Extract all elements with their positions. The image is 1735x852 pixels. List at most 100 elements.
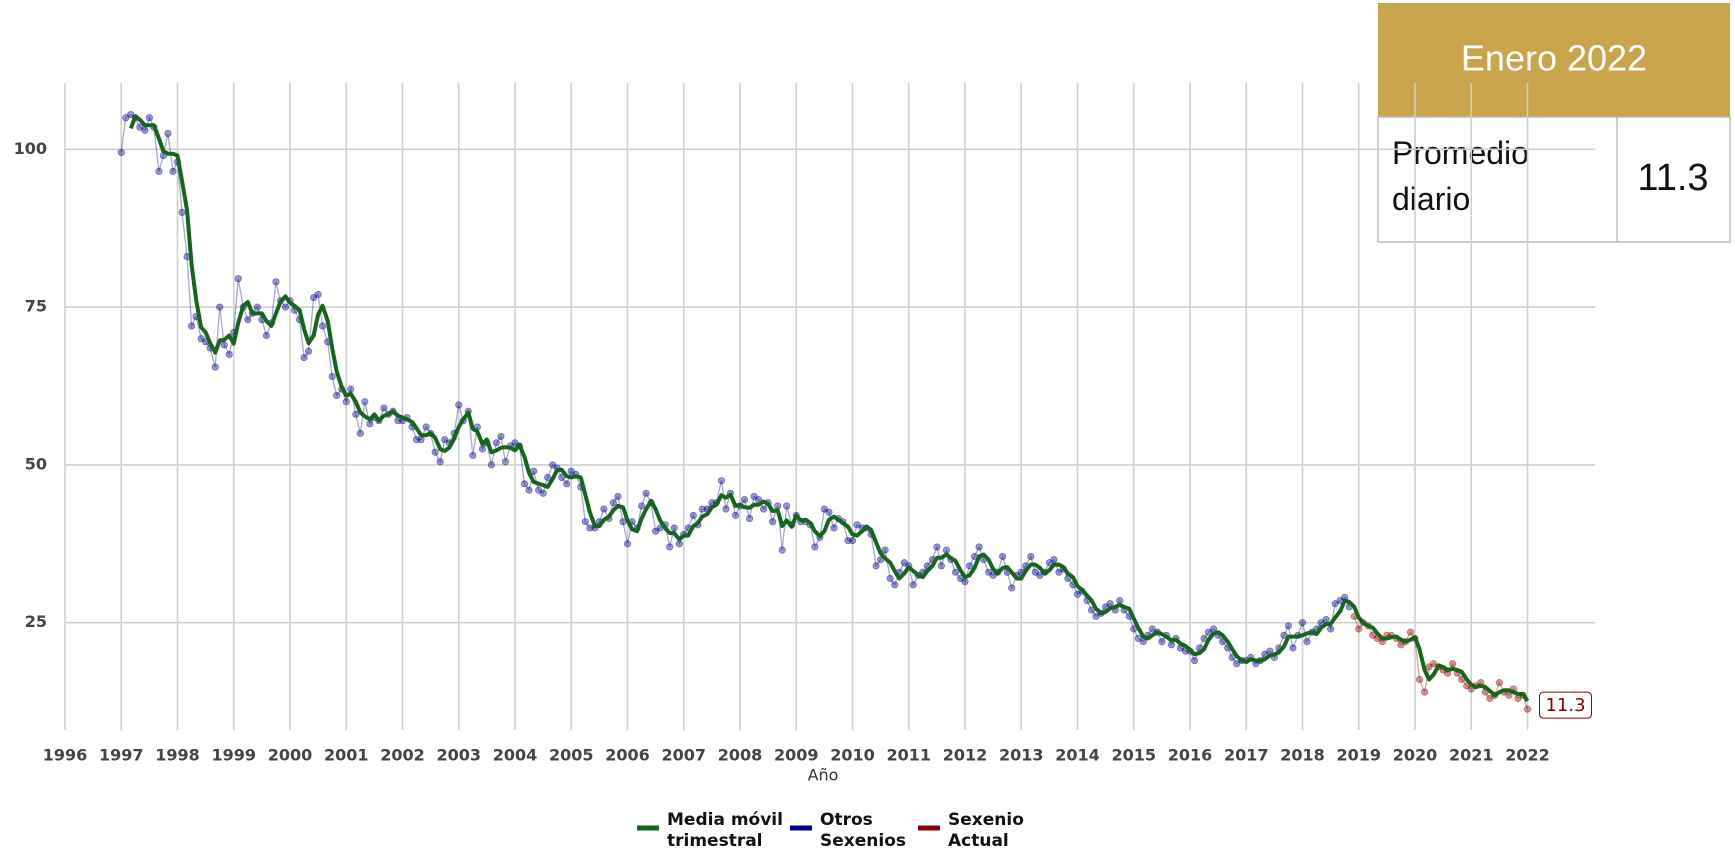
data-point [985, 568, 993, 576]
data-point [1204, 628, 1213, 636]
data-point [356, 429, 364, 437]
x-tick-label: 2015 [1111, 746, 1156, 765]
data-point [961, 578, 969, 586]
x-tick-label: 2004 [493, 746, 538, 765]
data-point [1073, 590, 1082, 598]
data-point [731, 511, 740, 519]
data-point [520, 480, 529, 488]
data-point [614, 492, 622, 501]
data-point [1327, 625, 1335, 633]
data-point [544, 473, 552, 482]
data-point [117, 148, 125, 157]
data-point [745, 514, 754, 523]
data-point [750, 492, 758, 501]
data-point [352, 410, 360, 418]
data-point [412, 436, 421, 444]
data-point [178, 208, 186, 216]
x-tick-label: 2013 [999, 746, 1044, 765]
x-tick-label: 1996 [43, 746, 88, 765]
card-value: 11.3 [1637, 157, 1708, 199]
data-point [586, 524, 594, 532]
data-point [848, 537, 857, 545]
data-point [497, 432, 505, 441]
data-point [717, 477, 726, 485]
data-point [909, 581, 917, 589]
data-point [1027, 552, 1035, 561]
x-tick-label: 2021 [1449, 746, 1494, 765]
data-point [1355, 625, 1363, 633]
data-point [942, 546, 951, 554]
data-point [1429, 660, 1438, 668]
grid [64, 83, 1595, 730]
data-point [811, 543, 819, 551]
data-point [511, 439, 519, 447]
data-point [141, 126, 149, 134]
data-point [187, 322, 196, 330]
data-point [417, 436, 425, 444]
x-tick-label: 2020 [1393, 746, 1438, 765]
data-point [436, 458, 444, 466]
data-point [1369, 631, 1377, 639]
data-point [127, 110, 135, 119]
x-tick-label: 2019 [1336, 746, 1381, 765]
data-point [774, 502, 782, 510]
data-point [319, 322, 327, 330]
data-point [830, 524, 838, 532]
data-point [698, 505, 706, 513]
y-tick-label: 50 [25, 454, 47, 473]
legend-item: Otros Sexenios [790, 810, 906, 851]
data-point [783, 502, 791, 510]
data-point [1303, 638, 1311, 646]
legend-label: Sexenio Actual [948, 810, 1024, 851]
data-point [1045, 559, 1053, 567]
data-point [1134, 634, 1142, 643]
data-point [145, 114, 153, 122]
data-point [769, 518, 777, 526]
x-tick-label: 2022 [1505, 746, 1550, 765]
data-point [487, 461, 495, 469]
data-point [740, 496, 749, 504]
data-point [825, 508, 833, 516]
data-point [155, 167, 163, 175]
x-tick-label: 2008 [718, 746, 763, 765]
data-point [652, 527, 660, 535]
data-point [234, 275, 242, 283]
data-point [1298, 619, 1307, 627]
data-point [1523, 705, 1532, 713]
x-tick-label: 2000 [268, 746, 313, 765]
data-point [380, 404, 388, 412]
x-axis-title: Año [808, 766, 839, 785]
card-body [1377, 116, 1731, 243]
x-tick-label: 2006 [605, 746, 650, 765]
data-point [539, 489, 547, 497]
data-point [328, 372, 336, 381]
data-point [366, 420, 374, 428]
data-point [333, 391, 341, 400]
data-point [886, 574, 894, 583]
x-tick-label: 2014 [1055, 746, 1100, 765]
series-line [1353, 616, 1529, 710]
data-point [211, 363, 219, 371]
data-point [1284, 622, 1293, 630]
legend-item: Sexenio Actual [918, 810, 1024, 851]
x-tick-label: 2010 [830, 746, 875, 765]
data-point [1031, 568, 1039, 576]
data-point [281, 303, 290, 311]
card-header [1378, 3, 1730, 117]
data-point [1486, 694, 1494, 703]
data-point [164, 129, 172, 138]
data-point [1116, 596, 1124, 605]
x-tick-label: 2011 [886, 746, 931, 765]
data-point [675, 540, 683, 548]
x-tick-label: 2016 [1168, 746, 1213, 765]
data-point [989, 571, 997, 579]
data-point [304, 347, 313, 355]
data-point [760, 505, 768, 513]
data-point [965, 562, 974, 570]
data-point [623, 540, 632, 548]
data-point [1289, 644, 1297, 652]
data-point [558, 473, 566, 482]
data-point [1148, 625, 1156, 633]
